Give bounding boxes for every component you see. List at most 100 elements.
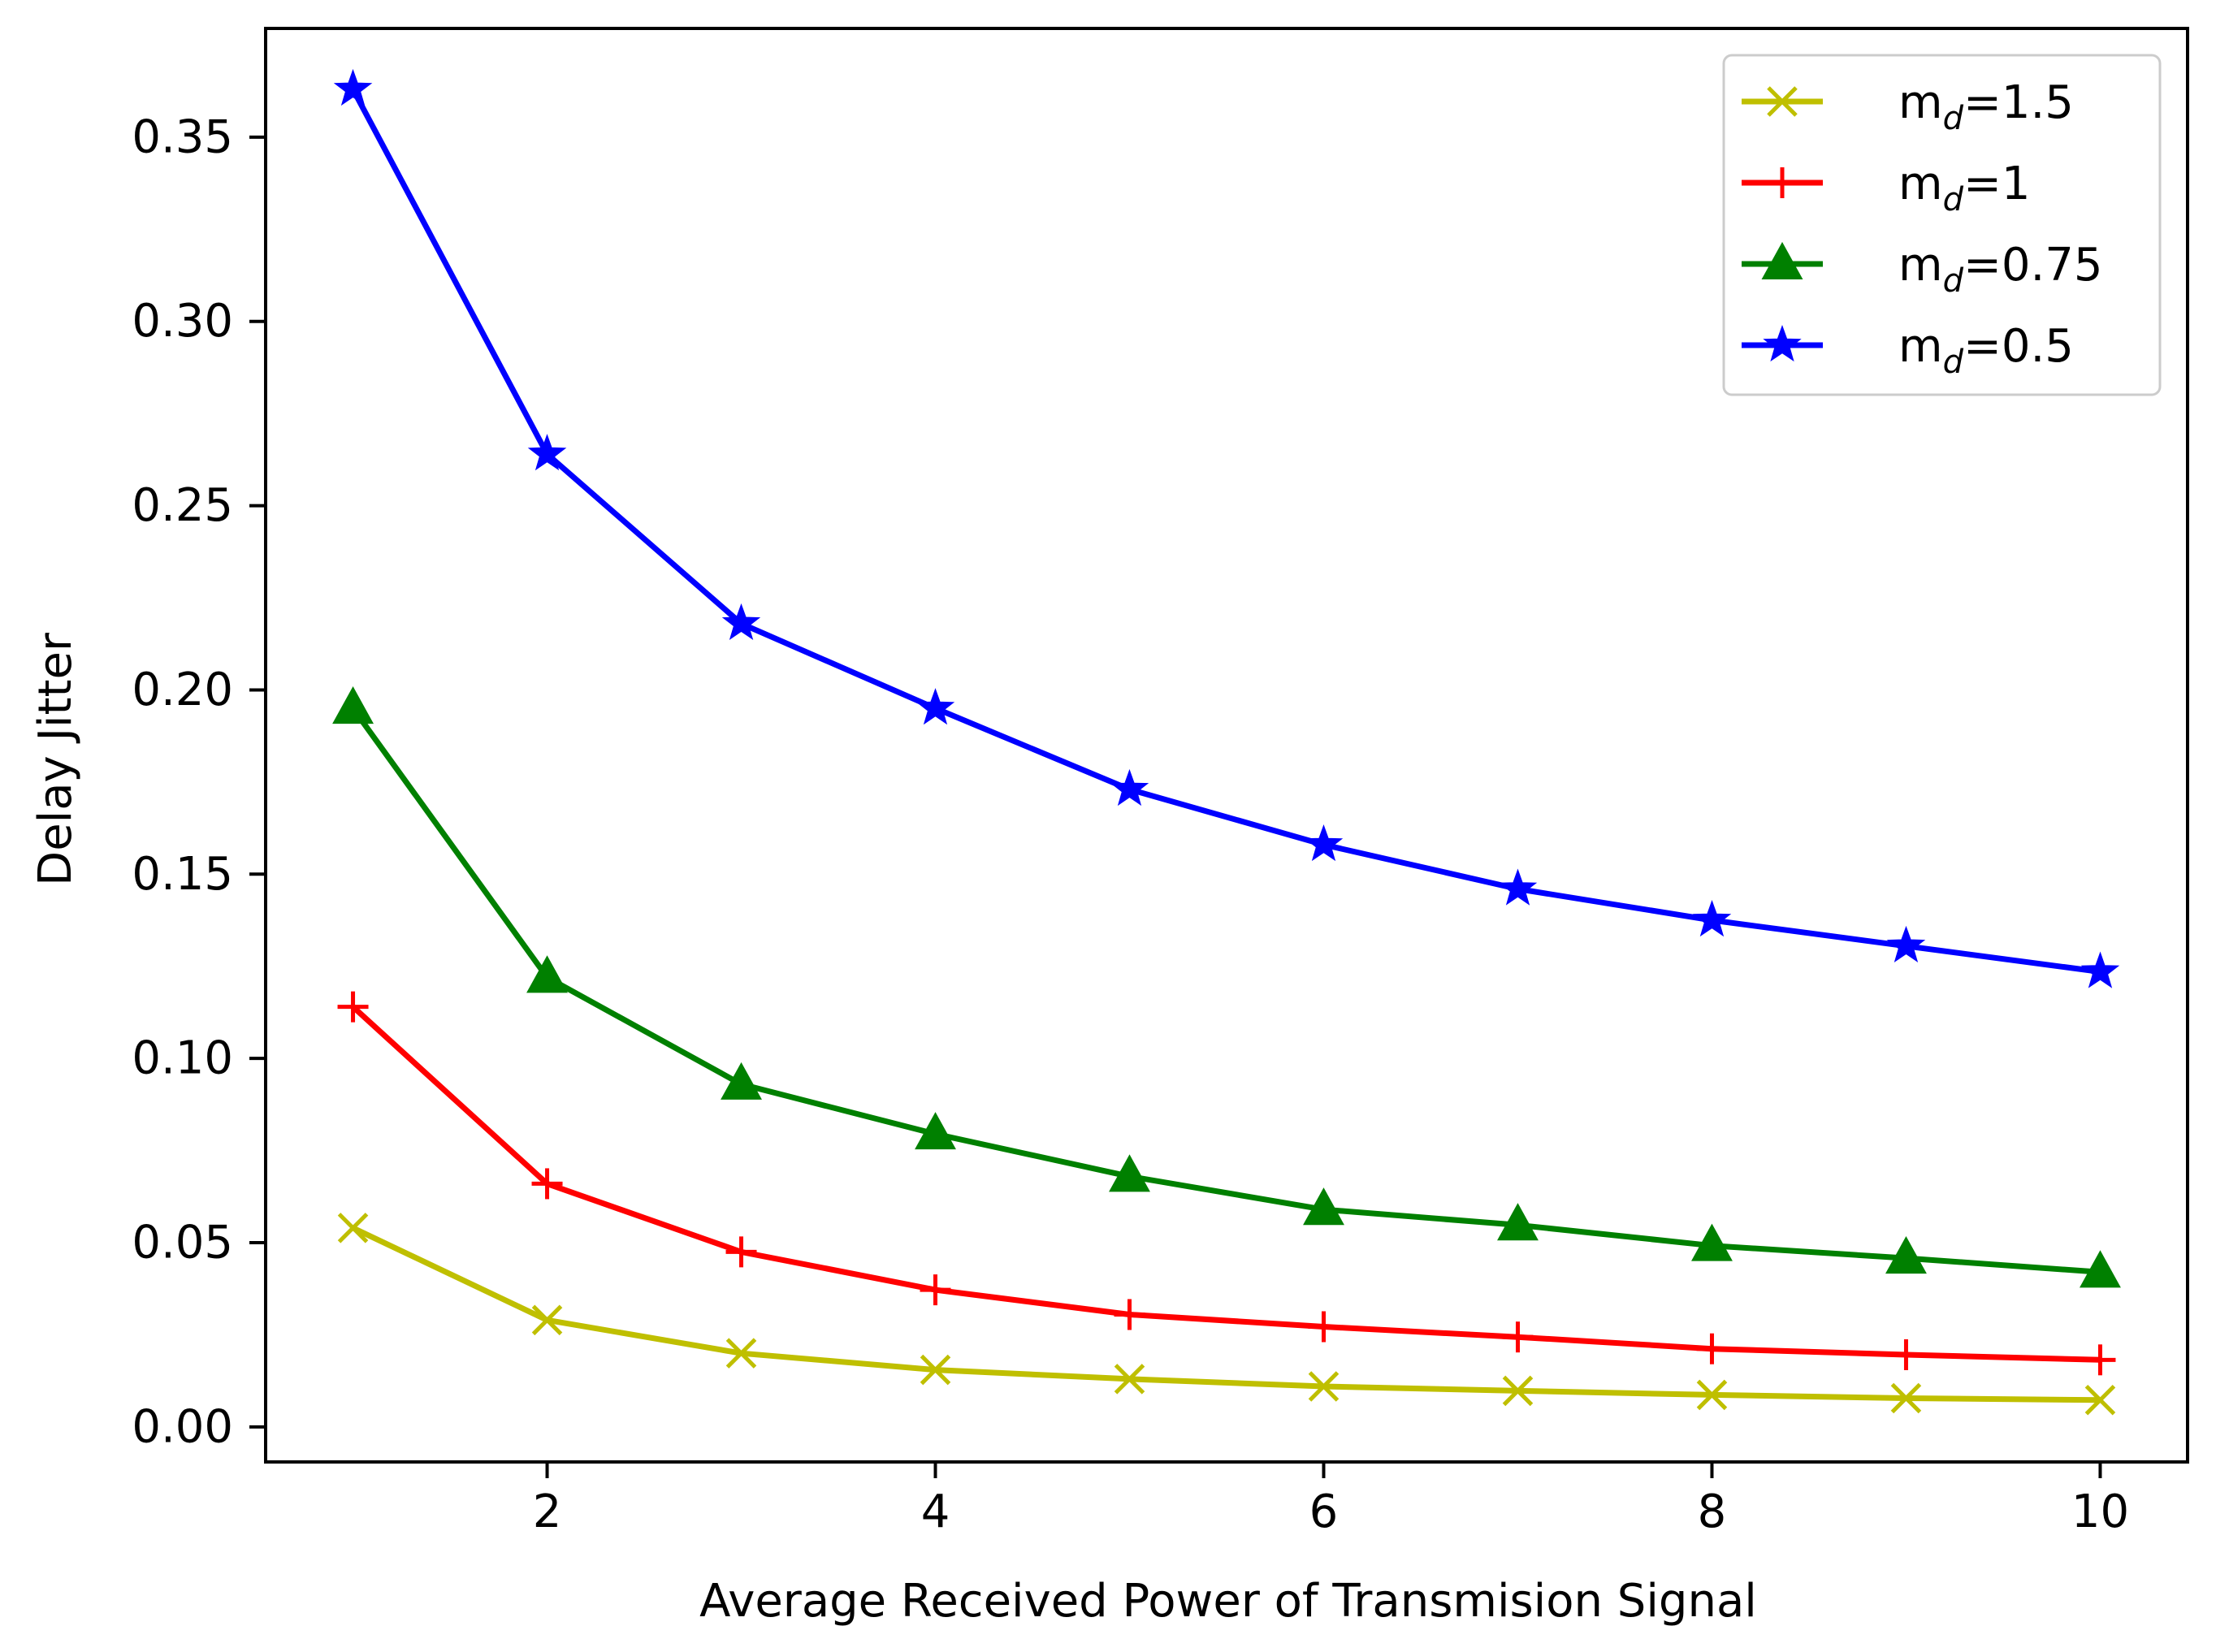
data-point-0-8 [1890,1382,1922,1414]
data-point-0-6 [1502,1375,1534,1407]
y-tick-label: 0.20 [132,664,233,716]
y-axis-label: Delay Jitter [29,632,82,886]
y-tick-label: 0.15 [132,848,233,901]
data-point-0-3 [920,1354,951,1386]
legend-marker-1 [1767,167,1798,198]
data-point-3-9 [2080,951,2120,988]
legend-label-2: md=0.75 [1898,239,2103,300]
data-point-2-9 [2080,1250,2121,1288]
data-point-1-8 [1890,1338,1922,1370]
legend-marker-0 [1767,86,1798,117]
legend-item-3: md=0.5 [1742,320,2074,381]
data-point-3-8 [1886,925,1926,963]
data-point-2-5 [1303,1187,1344,1226]
data-point-0-9 [2084,1385,2116,1416]
x-tick-label: 6 [1309,1486,1339,1538]
series-line-0 [351,1225,2101,1403]
data-point-1-7 [1696,1333,1728,1364]
data-point-1-3 [920,1274,951,1306]
data-point-3-3 [915,688,955,725]
data-point-3-5 [1304,824,1344,862]
series-0 [337,1213,2116,1416]
legend-label-base: m [1898,239,1943,292]
series-1 [337,991,2116,1376]
legend-label-3: md=0.5 [1898,320,2074,381]
data-point-0-3-stroke-b [920,1354,951,1386]
data-point-0-5-stroke-b [1308,1371,1340,1402]
data-point-1-4 [1114,1299,1145,1330]
legend-label-base: m [1898,158,1943,210]
legend-item-1: md=1 [1742,158,2031,218]
data-point-0-0 [337,1213,369,1243]
data-point-1-5 [1308,1311,1340,1343]
legend-item-2: md=0.75 [1742,239,2103,300]
data-point-2-6 [1497,1203,1539,1241]
y-tick-label: 0.35 [132,110,233,163]
data-point-0-6-stroke-b [1502,1375,1534,1407]
legend-label-sub: d [1943,181,1964,218]
legend-item-0: md=1.5 [1742,76,2074,137]
data-point-2-4 [1109,1154,1150,1192]
x-tick-label: 4 [921,1486,950,1538]
legend-label-base: m [1898,320,1943,373]
legend-marker-3 [1763,325,1802,362]
series-line-1 [351,1005,2101,1363]
data-point-0-4-stroke-b [1114,1364,1145,1395]
x-tick-label: 8 [1698,1486,1727,1538]
data-point-2-2 [721,1062,762,1100]
legend-marker-2 [1761,241,1803,279]
data-point-1-6 [1502,1321,1534,1353]
y-tick-label: 0.10 [132,1032,233,1085]
series-2 [332,686,2121,1288]
legend-marker-0-stroke-b [1767,86,1798,117]
legend-label-1: md=1 [1898,158,2031,218]
legend-label-0: md=1.5 [1898,76,2074,137]
legend-label-sub: d [1943,262,1964,300]
data-point-1-2 [725,1236,757,1268]
data-point-0-5 [1308,1371,1340,1402]
data-point-0-4 [1114,1364,1145,1395]
y-tick-label: 0.25 [132,479,233,532]
y-axis-label-group: Delay Jitter [29,632,82,886]
data-point-3-0 [333,68,373,106]
data-point-3-1 [527,434,567,471]
series-line-2 [350,707,2101,1275]
plot-frame [264,27,2189,1464]
data-point-3-7 [1692,900,1732,937]
data-point-0-1 [531,1304,563,1336]
data-point-2-3 [915,1112,956,1150]
data-point-3-4 [1110,768,1149,807]
data-point-0-8-stroke-b [1890,1382,1922,1414]
data-point-0-1-stroke-b [531,1304,563,1336]
legend-label-rest: =1 [1963,158,2031,210]
y-tick-label: 0.00 [132,1400,233,1453]
legend-label-rest: =0.75 [1963,239,2103,292]
y-tick-label: 0.05 [132,1217,233,1269]
x-tick-label: 10 [2071,1486,2129,1538]
data-point-0-9-stroke-b [2084,1385,2116,1416]
y-tick-label: 0.30 [132,295,233,348]
data-point-2-8 [1885,1236,1927,1274]
data-point-0-0-stroke-b [337,1213,369,1243]
x-axis-label: Average Received Power of Transmision Si… [699,1575,1757,1628]
legend-label-base: m [1898,76,1943,129]
legend-label-rest: =0.5 [1963,320,2074,373]
data-point-3-2 [721,603,761,641]
data-point-1-9 [2084,1344,2116,1376]
data-point-0-7 [1696,1379,1728,1411]
series-3 [333,68,2120,988]
data-point-3-6 [1498,868,1538,906]
data-point-1-1 [531,1168,563,1200]
legend-label-sub: d [1943,344,1964,381]
data-point-1-0 [337,991,369,1023]
data-point-0-2-stroke-b [725,1338,757,1369]
data-point-2-1 [526,955,568,993]
data-point-2-0 [332,686,374,724]
data-point-2-7 [1691,1223,1733,1261]
legend-box [1722,54,2162,396]
x-tick-label: 2 [533,1486,562,1538]
data-point-0-7-stroke-b [1696,1379,1728,1411]
series-line-3 [350,88,2101,975]
